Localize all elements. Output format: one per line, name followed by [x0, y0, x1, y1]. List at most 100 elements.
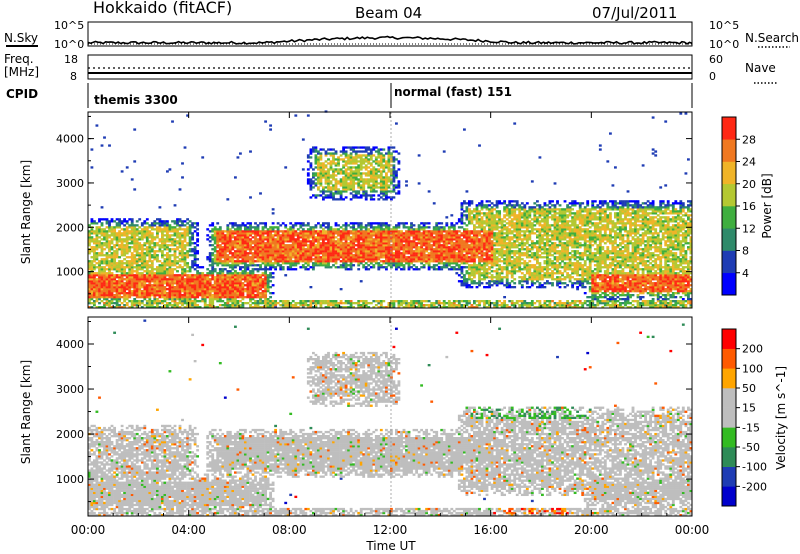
heatmap-cell — [279, 250, 283, 253]
heatmap-cell — [100, 234, 104, 237]
heatmap-cell — [110, 288, 114, 291]
heatmap-cell — [395, 150, 398, 153]
heatmap-cell — [226, 248, 230, 251]
heatmap-cell — [289, 246, 293, 249]
heatmap-cell — [387, 166, 391, 169]
heatmap-cell — [143, 258, 147, 261]
heatmap-cell — [133, 288, 137, 291]
heatmap-cell — [130, 286, 134, 289]
heatmap-cell — [291, 230, 295, 233]
heatmap-cell — [213, 284, 217, 287]
heatmap-cell — [231, 260, 235, 263]
heatmap-cell — [264, 246, 268, 249]
heatmap-cell — [334, 158, 338, 161]
heatmap-cell — [296, 306, 300, 309]
heatmap-cell — [158, 286, 162, 289]
heatmap-cell — [299, 248, 303, 251]
heatmap-cell — [100, 266, 104, 269]
heatmap-cell — [150, 302, 154, 305]
heatmap-cell — [457, 226, 461, 229]
heatmap-cell — [369, 154, 373, 157]
heatmap-cell — [161, 246, 164, 249]
heatmap-cell — [249, 222, 252, 225]
cpid-mode-2: normal (fast) 151 — [394, 85, 512, 99]
heatmap-cell — [163, 224, 167, 227]
heatmap-cell — [397, 226, 401, 229]
heatmap-cell — [193, 294, 197, 297]
heatmap-cell — [271, 276, 275, 279]
heatmap-cell — [374, 300, 378, 303]
heatmap-cell — [105, 300, 109, 303]
heatmap-cell — [357, 150, 361, 153]
heatmap-cell — [211, 224, 215, 227]
heatmap-cell — [367, 162, 371, 165]
heatmap-cell — [432, 232, 436, 235]
heatmap-cell — [223, 280, 227, 283]
heatmap-cell — [138, 302, 142, 305]
heatmap-cell — [158, 272, 162, 275]
heatmap-cell — [397, 254, 401, 257]
heatmap-cell — [110, 260, 114, 263]
heatmap-cell — [178, 280, 182, 283]
heatmap-cell — [135, 280, 139, 283]
heatmap-cell — [246, 246, 250, 249]
heatmap-cell — [208, 296, 212, 299]
heatmap-cell — [359, 244, 363, 247]
heatmap-cell — [244, 238, 247, 241]
heatmap-cell — [362, 266, 366, 269]
heatmap-cell — [276, 254, 280, 257]
heatmap-cell — [437, 268, 441, 271]
heatmap-cell — [228, 256, 232, 259]
heatmap-cell — [178, 224, 182, 227]
heatmap-cell — [145, 264, 149, 267]
heatmap-cell — [289, 304, 293, 307]
heatmap-cell — [211, 272, 215, 275]
heatmap-cell — [135, 290, 139, 293]
heatmap-cell — [319, 148, 323, 151]
heatmap-cell — [400, 300, 403, 303]
heatmap-cell — [221, 238, 225, 241]
heatmap-cell — [98, 272, 101, 275]
heatmap-cell — [211, 288, 215, 291]
heatmap-cell — [369, 158, 373, 161]
heatmap-cell — [276, 240, 280, 243]
heatmap-cell — [382, 246, 386, 249]
heatmap-cell — [442, 304, 446, 307]
heatmap-cell — [266, 248, 270, 251]
heatmap-cell — [412, 236, 416, 239]
heatmap-cell — [216, 284, 220, 287]
heatmap-cell — [249, 252, 252, 255]
heatmap-cell — [188, 248, 192, 251]
heatmap-cell — [98, 288, 101, 291]
heatmap-cell — [364, 256, 368, 259]
heatmap-cell — [98, 284, 101, 287]
heatmap-cell — [382, 164, 386, 167]
heatmap-cell — [241, 262, 245, 265]
heatmap-cell — [120, 270, 124, 273]
heatmap-cell — [128, 294, 132, 297]
heatmap-cell — [193, 276, 197, 279]
heatmap-cell — [452, 306, 456, 309]
heatmap-cell — [93, 278, 96, 281]
heatmap-cell — [216, 252, 220, 255]
heatmap-cell — [191, 262, 195, 265]
heatmap-cell — [342, 242, 346, 245]
heatmap-cell — [226, 300, 230, 303]
heatmap-cell — [455, 248, 459, 251]
heatmap-cell — [364, 154, 368, 157]
heatmap-cell — [337, 224, 340, 227]
heatmap-cell — [103, 262, 106, 265]
heatmap-cell — [374, 244, 378, 247]
heatmap-cell — [145, 226, 149, 229]
heatmap-cell — [145, 234, 149, 237]
heatmap-cell — [369, 194, 373, 197]
heatmap-cell — [359, 230, 363, 233]
heatmap-cell — [357, 164, 361, 167]
heatmap-cell — [135, 262, 139, 265]
heatmap-cell — [377, 264, 381, 267]
heatmap-cell — [334, 304, 338, 307]
heatmap-cell — [344, 238, 348, 241]
heatmap-cell — [312, 268, 315, 271]
heatmap-cell — [108, 278, 111, 281]
heatmap-cell — [377, 222, 381, 225]
